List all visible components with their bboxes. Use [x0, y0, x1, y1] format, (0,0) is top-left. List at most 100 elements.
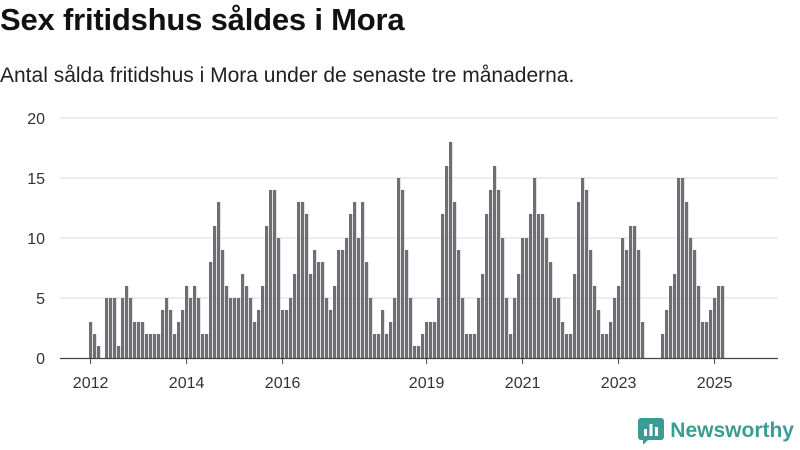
- bar: [405, 250, 409, 358]
- x-tick-label: 2014: [169, 375, 205, 392]
- bar: [453, 202, 457, 358]
- y-tick-label: 0: [36, 351, 45, 368]
- bar: [705, 322, 709, 358]
- bar: [641, 322, 645, 358]
- bar: [349, 214, 353, 358]
- bar: [221, 250, 225, 358]
- bar: [329, 310, 333, 358]
- bar: [245, 286, 249, 358]
- bar: [421, 334, 425, 358]
- bar: [165, 298, 169, 358]
- bar: [565, 334, 569, 358]
- bar: [661, 334, 665, 358]
- bar: [557, 298, 561, 358]
- bar: [425, 322, 429, 358]
- bar: [121, 298, 125, 358]
- bar: [341, 250, 345, 358]
- bar: [449, 142, 453, 358]
- bar: [473, 334, 477, 358]
- bar: [113, 298, 117, 358]
- bar: [437, 298, 441, 358]
- bar: [577, 202, 581, 358]
- bar: [337, 250, 341, 358]
- y-tick-label: 5: [36, 291, 45, 308]
- bar: [241, 274, 245, 358]
- chart-title: Sex fritidshus såldes i Mora: [0, 2, 405, 37]
- bar: [669, 286, 673, 358]
- bar: [677, 178, 681, 358]
- bar: [385, 334, 389, 358]
- bar: [273, 190, 277, 358]
- bar: [89, 322, 93, 358]
- bar: [177, 322, 181, 358]
- bar: [265, 226, 269, 358]
- bar: [581, 178, 585, 358]
- x-tick-label: 2023: [601, 375, 637, 392]
- bar: [213, 226, 217, 358]
- bar: [541, 214, 545, 358]
- bar: [257, 310, 261, 358]
- bar: [617, 286, 621, 358]
- bar: [597, 310, 601, 358]
- chart-subtitle: Antal sålda fritidshus i Mora under de s…: [0, 64, 575, 87]
- bar: [189, 298, 193, 358]
- gridlines: [60, 117, 778, 299]
- bar: [293, 274, 297, 358]
- bar: [413, 346, 417, 358]
- bar: [105, 298, 109, 358]
- bar: [465, 334, 469, 358]
- bar: [345, 238, 349, 358]
- bar: [181, 310, 185, 358]
- bar: [373, 334, 377, 358]
- axes: 0 5 10 15 20 2012 2014 2016 2019 2021 2023 2025 6: [27, 0, 778, 392]
- y-tick-label: 20: [27, 111, 45, 128]
- bar: [253, 322, 257, 358]
- bar: [721, 286, 725, 358]
- bar: [593, 286, 597, 358]
- bar: [469, 334, 473, 358]
- bar: [713, 298, 717, 358]
- bar: [461, 298, 465, 358]
- bar: [141, 322, 145, 358]
- bar: [333, 286, 337, 358]
- bar: [209, 262, 213, 358]
- bar: [145, 334, 149, 358]
- bar: [477, 298, 481, 358]
- bar: [357, 238, 361, 358]
- bar: [153, 334, 157, 358]
- bar: [197, 298, 201, 358]
- bar: [445, 166, 449, 358]
- bar: [489, 190, 493, 358]
- bar: [201, 334, 205, 358]
- bar: [717, 286, 721, 358]
- bar: [157, 334, 161, 358]
- bar: [493, 166, 497, 358]
- bar: [149, 334, 153, 358]
- bar: [693, 250, 697, 358]
- bar: [389, 322, 393, 358]
- bar: [185, 286, 189, 358]
- bar: [129, 298, 133, 358]
- y-tick-label: 10: [27, 231, 45, 248]
- bar: [229, 298, 233, 358]
- bar: [589, 250, 593, 358]
- bar: [457, 250, 461, 358]
- bar: [249, 298, 253, 358]
- highlight-data-label: 6: [730, 0, 739, 4]
- bar: [613, 298, 617, 358]
- bar: [441, 214, 445, 358]
- bar: [397, 178, 401, 358]
- bar: [697, 286, 701, 358]
- bar: [629, 226, 633, 358]
- bar: [393, 298, 397, 358]
- x-tick-label: 2025: [697, 375, 733, 392]
- bar: [269, 190, 273, 358]
- bar: [97, 346, 101, 358]
- bar: [417, 346, 421, 358]
- bar: [365, 262, 369, 358]
- bar: [521, 238, 525, 358]
- bar: [633, 226, 637, 358]
- bar: [537, 214, 541, 358]
- bar: [709, 310, 713, 358]
